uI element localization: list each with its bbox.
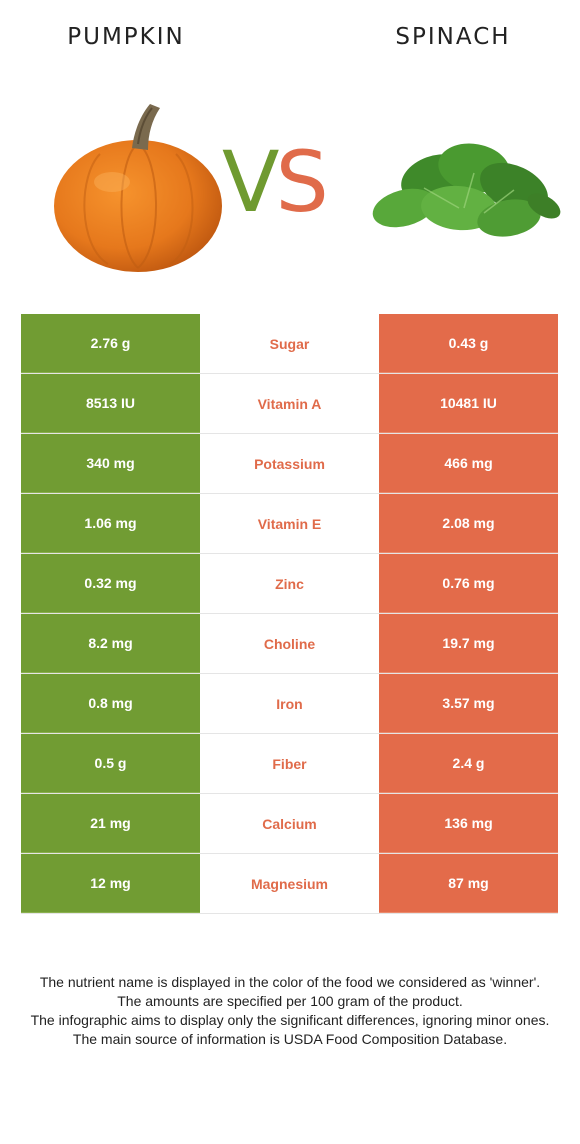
footnote-line: The main source of information is USDA F…: [72, 1031, 508, 1047]
table-row: 21 mg Calcium 136 mg: [21, 794, 558, 854]
table-row: 0.32 mg Zinc 0.76 mg: [21, 554, 558, 614]
nutrient-name: Zinc: [200, 554, 379, 613]
spinach-value: 466 mg: [379, 434, 558, 493]
spinach-value: 2.4 g: [379, 734, 558, 793]
spinach-value: 0.76 mg: [379, 554, 558, 613]
table-row: 2.76 g Sugar 0.43 g: [21, 314, 558, 374]
pumpkin-value: 8.2 mg: [21, 614, 200, 673]
spinach-value: 3.57 mg: [379, 674, 558, 733]
pumpkin-value: 0.32 mg: [21, 554, 200, 613]
pumpkin-value: 0.5 g: [21, 734, 200, 793]
pumpkin-value: 2.76 g: [21, 314, 200, 373]
nutrient-name: Magnesium: [200, 854, 379, 913]
vs-letter-s: S: [275, 133, 328, 231]
table-row: 1.06 mg Vitamin E 2.08 mg: [21, 494, 558, 554]
pumpkin-value: 1.06 mg: [21, 494, 200, 553]
footnote-line: The amounts are specified per 100 gram o…: [117, 993, 463, 1009]
comparison-table: 2.76 g Sugar 0.43 g 8513 IU Vitamin A 10…: [21, 314, 558, 914]
spinach-value: 19.7 mg: [379, 614, 558, 673]
table-row: 8.2 mg Choline 19.7 mg: [21, 614, 558, 674]
nutrient-name: Iron: [200, 674, 379, 733]
table-row: 340 mg Potassium 466 mg: [21, 434, 558, 494]
nutrient-name: Potassium: [200, 434, 379, 493]
spinach-value: 10481 IU: [379, 374, 558, 433]
pumpkin-value: 8513 IU: [21, 374, 200, 433]
pumpkin-image: [54, 104, 222, 272]
spinach-value: 87 mg: [379, 854, 558, 913]
nutrient-name: Fiber: [200, 734, 379, 793]
footnote: The nutrient name is displayed in the co…: [18, 973, 562, 1049]
spinach-value: 2.08 mg: [379, 494, 558, 553]
vs-logo: VS: [222, 140, 329, 224]
food-title-spinach: SPINACH: [395, 24, 511, 50]
nutrient-name: Vitamin A: [200, 374, 379, 433]
food-title-pumpkin: PUMPKIN: [67, 24, 185, 50]
spinach-image: [372, 143, 561, 237]
table-row: 0.8 mg Iron 3.57 mg: [21, 674, 558, 734]
footnote-line: The infographic aims to display only the…: [30, 1012, 550, 1028]
footnote-line: The nutrient name is displayed in the co…: [39, 974, 541, 990]
nutrient-name: Vitamin E: [200, 494, 379, 553]
pumpkin-value: 21 mg: [21, 794, 200, 853]
vs-letter-v: V: [222, 133, 280, 231]
table-row: 12 mg Magnesium 87 mg: [21, 854, 558, 914]
pumpkin-value: 340 mg: [21, 434, 200, 493]
spinach-value: 136 mg: [379, 794, 558, 853]
pumpkin-value: 12 mg: [21, 854, 200, 913]
nutrient-name: Sugar: [200, 314, 379, 373]
table-row: 8513 IU Vitamin A 10481 IU: [21, 374, 558, 434]
pumpkin-value: 0.8 mg: [21, 674, 200, 733]
nutrient-name: Calcium: [200, 794, 379, 853]
spinach-value: 0.43 g: [379, 314, 558, 373]
table-row: 0.5 g Fiber 2.4 g: [21, 734, 558, 794]
nutrient-name: Choline: [200, 614, 379, 673]
